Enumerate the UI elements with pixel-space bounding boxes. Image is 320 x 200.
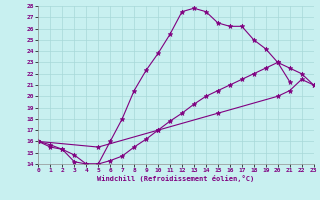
X-axis label: Windchill (Refroidissement éolien,°C): Windchill (Refroidissement éolien,°C) bbox=[97, 175, 255, 182]
